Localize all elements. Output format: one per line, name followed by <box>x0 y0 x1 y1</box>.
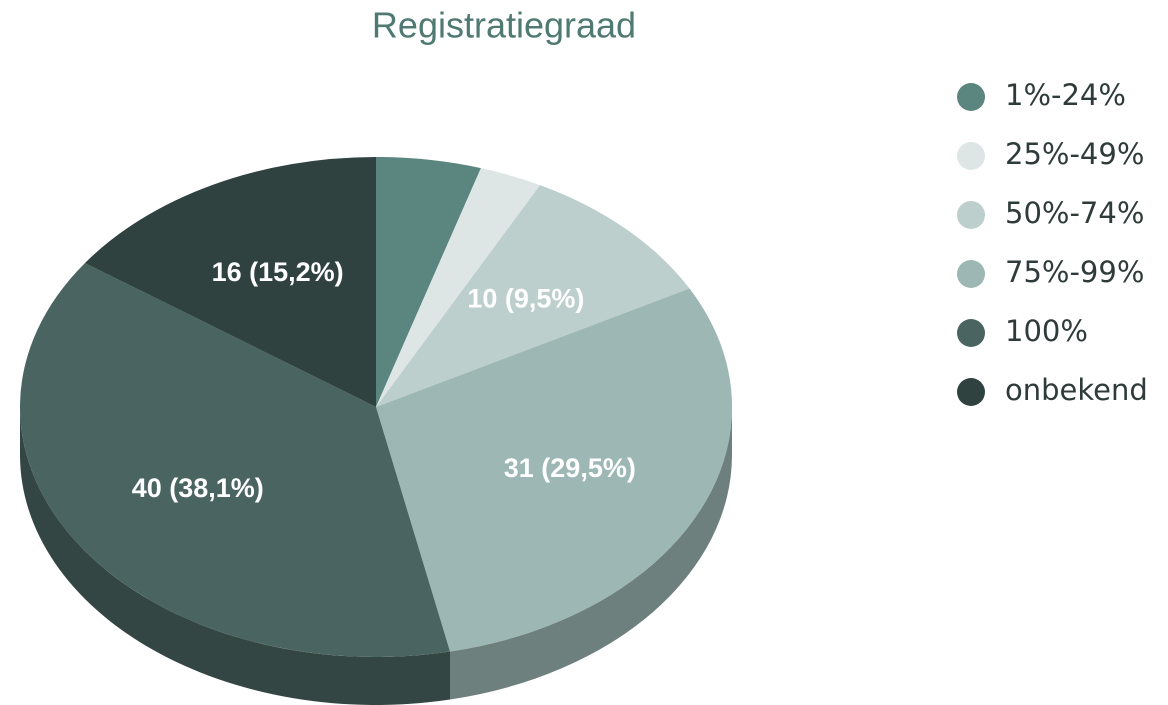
pie-slice <box>19 263 451 658</box>
pie-slice <box>376 185 690 407</box>
legend-swatch <box>957 83 985 111</box>
slice-label: 40 (38,1%) <box>132 473 264 503</box>
legend: 1%-24% 25%-49% 50%-74% 75%-99% 100% onbekend <box>957 78 1148 407</box>
chart-title: Registratiegraad <box>372 5 636 46</box>
legend-label: 100% <box>1005 314 1088 348</box>
slice-label: 16 (15,2%) <box>212 257 344 287</box>
pie-side <box>20 407 451 705</box>
slice-label: 10 (9,5%) <box>467 283 584 313</box>
legend-label: 50%-74% <box>1005 196 1144 230</box>
legend-label: 25%-49% <box>1005 137 1144 171</box>
legend-swatch <box>957 142 985 170</box>
pie-slice <box>376 288 732 652</box>
slice-label: 31 (29,5%) <box>504 453 636 483</box>
pie-slice <box>376 168 540 407</box>
pie: 10 (9,5%) 31 (29,5%) 40 (38,1%) 16 (15,2%) <box>19 157 732 705</box>
legend-label: 75%-99% <box>1005 255 1144 289</box>
legend-swatch <box>957 319 985 347</box>
legend-label: onbekend <box>1005 373 1148 407</box>
pie-side <box>450 407 732 700</box>
pie-slice <box>376 157 481 407</box>
legend-swatch <box>957 201 985 229</box>
legend-swatch <box>957 260 985 288</box>
pie-slice <box>84 157 376 407</box>
legend-swatch <box>957 378 985 406</box>
legend-label: 1%-24% <box>1005 78 1126 112</box>
